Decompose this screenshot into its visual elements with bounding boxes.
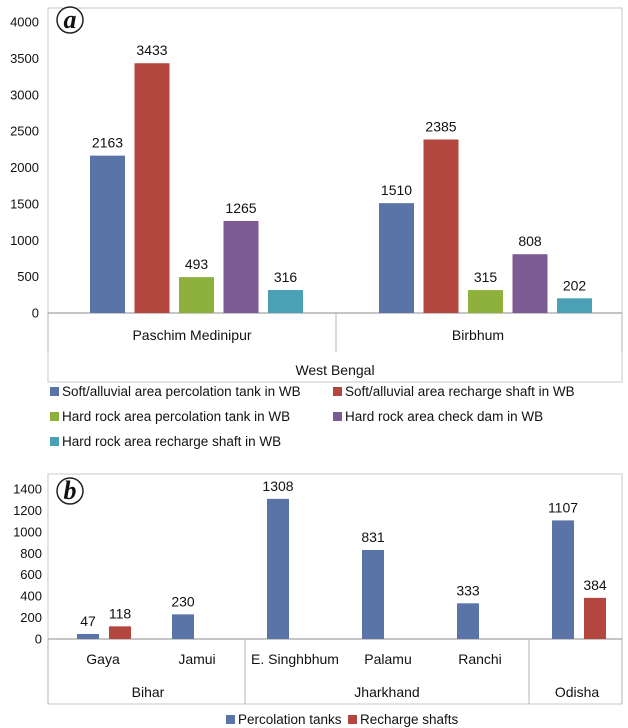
y-tick-label: 2000 [10, 160, 39, 175]
legend-swatch [50, 387, 59, 396]
panel-letter-circle [56, 6, 84, 34]
group-label: Odisha [555, 684, 600, 700]
panel-a-frame [47, 7, 623, 383]
data-label: 384 [583, 577, 607, 593]
bar [223, 220, 259, 313]
y-tick-label: 1000 [13, 524, 42, 539]
category-label: Birbhum [452, 327, 504, 343]
data-label: 1308 [262, 478, 293, 494]
data-label: 118 [109, 605, 132, 621]
legend-label: Soft/alluvial area recharge shaft in WB [345, 384, 575, 399]
data-label: 47 [80, 613, 96, 629]
y-tick-label: 1000 [10, 233, 39, 248]
legend-swatch [50, 412, 59, 421]
y-tick-label: 500 [17, 269, 39, 284]
bar [179, 277, 214, 313]
bar [267, 498, 289, 639]
panel-letter-circle [56, 477, 84, 505]
bar [552, 520, 574, 639]
legend-label: Percolation tanks [238, 712, 342, 727]
legend-swatch [333, 412, 342, 421]
category-label: Palamu [364, 651, 411, 667]
data-label: 333 [456, 582, 480, 598]
panel-b-frame [47, 473, 623, 705]
bar [584, 597, 606, 639]
data-label: 831 [361, 529, 385, 545]
data-label: 3433 [136, 42, 167, 58]
legend-label: Soft/alluvial area percolation tank in W… [62, 384, 301, 399]
legend-label: Hard rock area check dam in WB [345, 409, 543, 424]
y-tick-label: 4000 [10, 15, 39, 30]
y-tick-label: 0 [32, 306, 39, 321]
panel-letter: a [64, 5, 77, 34]
y-tick-label: 3000 [10, 87, 39, 102]
bar [362, 549, 384, 639]
y-tick-label: 400 [20, 589, 42, 604]
bar [557, 298, 592, 313]
bar [423, 139, 459, 313]
y-tick-label: 3500 [10, 51, 39, 66]
bar [512, 254, 548, 313]
y-tick-label: 0 [35, 632, 42, 647]
data-label: 202 [563, 277, 587, 293]
bar [109, 626, 131, 639]
legend-label: Recharge shafts [360, 712, 459, 727]
category-label: Ranchi [458, 651, 502, 667]
data-label: 493 [185, 256, 209, 272]
y-tick-label: 600 [20, 567, 42, 582]
bar [77, 633, 99, 639]
y-tick-label: 1400 [13, 482, 42, 497]
category-label: Gaya [86, 651, 120, 667]
data-label: 1510 [381, 182, 412, 198]
legend-swatch [50, 437, 59, 446]
bar [90, 155, 125, 313]
y-tick-label: 1200 [13, 503, 42, 518]
bar [172, 614, 194, 639]
legend-swatch [348, 715, 357, 724]
group-label: West Bengal [295, 362, 374, 378]
y-tick-label: 1500 [10, 196, 39, 211]
panel-letter: b [64, 476, 77, 505]
data-label: 316 [274, 269, 298, 285]
bar [468, 290, 503, 313]
category-label: Paschim Medinipur [132, 327, 251, 343]
bar [457, 603, 479, 639]
data-label: 2163 [92, 135, 123, 151]
category-label: E. Singhbhum [251, 651, 339, 667]
bar [268, 290, 303, 313]
legend-swatch [333, 387, 342, 396]
data-label: 1265 [225, 200, 256, 216]
data-label: 230 [171, 593, 195, 609]
data-label: 315 [474, 269, 498, 285]
bar [379, 203, 414, 313]
y-tick-label: 200 [20, 610, 42, 625]
legend-label: Hard rock area percolation tank in WB [62, 409, 290, 424]
group-label: Bihar [132, 684, 165, 700]
y-tick-label: 800 [20, 546, 42, 561]
category-label: Jamui [178, 651, 215, 667]
data-label: 1107 [548, 499, 578, 515]
legend-swatch [226, 715, 235, 724]
bar [134, 63, 170, 313]
y-tick-label: 2500 [10, 124, 39, 139]
data-label: 808 [518, 233, 542, 249]
group-label: Jharkhand [354, 684, 419, 700]
legend-label: Hard rock area recharge shaft in WB [62, 434, 281, 449]
data-label: 2385 [425, 118, 456, 134]
